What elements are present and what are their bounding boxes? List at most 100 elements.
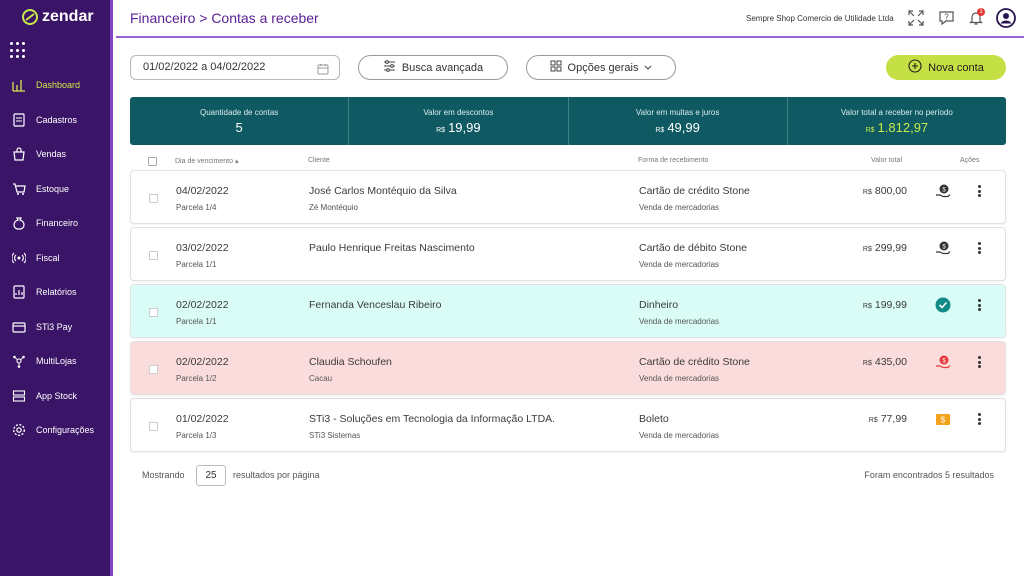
currency-symbol: R$ (862, 360, 872, 367)
amount: R$ 77,99 (869, 413, 907, 425)
payment-type: Venda de mercadorias (639, 374, 720, 383)
user-avatar-icon[interactable] (996, 8, 1016, 28)
app-stock-icon (10, 389, 28, 403)
header-due-date[interactable]: Dia de vencimento ▴ (175, 157, 238, 165)
select-all-checkbox[interactable] (148, 157, 157, 166)
sidebar-item-label: Financeiro (36, 218, 79, 229)
installment: Parcela 1/2 (176, 374, 217, 383)
gear-icon (10, 423, 28, 437)
sidebar-item-label: Cadastros (36, 114, 78, 125)
sidebar-item-label: Relatórios (36, 287, 77, 298)
installment: Parcela 1/3 (176, 431, 217, 440)
installment: Parcela 1/1 (176, 317, 217, 326)
table-row[interactable]: 02/02/2022 Parcela 1/2 Claudia Schoufen … (130, 341, 1006, 395)
row-checkbox[interactable] (149, 251, 158, 260)
company-name[interactable]: Sempre Shop Comercio de Utilidade Ltda (746, 14, 894, 23)
payment-type: Venda de mercadorias (639, 203, 720, 212)
reports-icon (10, 285, 28, 299)
sidebar-item-sti3-pay[interactable]: STi3 Pay (0, 310, 110, 345)
coin-hand-icon[interactable]: $ (935, 183, 951, 199)
amount: R$ 435,00 (863, 356, 907, 368)
installment: Parcela 1/1 (176, 260, 217, 269)
coin-hand-icon[interactable]: $ (935, 240, 951, 256)
sidebar-item-label: STi3 Pay (36, 321, 73, 332)
sidebar-item-label: MultiLojas (36, 356, 77, 367)
more-options-icon[interactable] (974, 297, 984, 313)
sidebar-item-multilojas[interactable]: MultiLojas (0, 344, 110, 379)
header-total: Valor total (871, 157, 902, 164)
currency-symbol: R$ (862, 303, 872, 310)
sidebar-item-relatorios[interactable]: Relatórios (0, 275, 110, 310)
sidebar-item-configuracoes[interactable]: Configurações (0, 413, 110, 448)
svg-text:$: $ (942, 244, 946, 250)
help-icon[interactable]: ? (936, 8, 956, 28)
sidebar-nav: Dashboard Cadastros Vendas Estoque Finan… (0, 68, 110, 448)
general-options-button[interactable]: Opções gerais (526, 55, 676, 80)
apps-grid-icon[interactable] (10, 42, 28, 60)
more-options-icon[interactable] (974, 411, 984, 427)
table-row[interactable]: 04/02/2022 Parcela 1/4 José Carlos Monté… (130, 170, 1006, 224)
payment-type: Venda de mercadorias (639, 317, 720, 326)
sidebar-item-vendas[interactable]: Vendas (0, 137, 110, 172)
pay-card-icon (10, 320, 28, 334)
money-bag-icon (10, 216, 28, 230)
sidebar-item-dashboard[interactable]: Dashboard (0, 68, 110, 103)
table-row[interactable]: 03/02/2022 Parcela 1/1 Paulo Henrique Fr… (130, 227, 1006, 281)
zendar-logo[interactable]: zendar (22, 8, 94, 26)
sidebar-item-financeiro[interactable]: Financeiro (0, 206, 110, 241)
more-options-icon[interactable] (974, 183, 984, 199)
pagination-footer: Mostrando 25 resultados por página Foram… (130, 465, 1006, 487)
installment: Parcela 1/4 (176, 203, 217, 212)
sidebar: zendar Dashboard Cadastros Vendas Estoqu… (0, 0, 113, 576)
advanced-search-button[interactable]: Busca avançada (358, 55, 508, 80)
due-date: 02/02/2022 (176, 299, 229, 311)
zendar-logo-icon (22, 9, 38, 25)
currency-symbol: R$ (865, 126, 875, 134)
amount-value: 199,99 (874, 299, 907, 311)
sidebar-item-label: App Stock (36, 390, 78, 401)
check-circle-icon[interactable] (935, 297, 951, 313)
table-row[interactable]: 01/02/2022 Parcela 1/3 STi3 - Soluções e… (130, 398, 1006, 452)
summary-label: Valor em descontos (423, 107, 494, 117)
more-options-icon[interactable] (974, 354, 984, 370)
accounts-table: 04/02/2022 Parcela 1/4 José Carlos Monté… (130, 170, 1006, 455)
date-range-input[interactable]: 01/02/2022 a 04/02/2022 (130, 55, 340, 80)
due-date: 02/02/2022 (176, 356, 229, 368)
table-row[interactable]: 02/02/2022 Parcela 1/1 Fernanda Vencesla… (130, 284, 1006, 338)
summary-value-wrapper: R$ 49,99 (655, 120, 700, 135)
new-account-button[interactable]: Nova conta (886, 55, 1006, 80)
notification-bell-icon[interactable]: 1 (966, 8, 986, 28)
header-payment: Forma de recebimento (638, 157, 709, 164)
row-checkbox[interactable] (149, 422, 158, 431)
amount-value: 435,00 (874, 356, 907, 368)
summary-value-wrapper: R$ 1.812,97 (866, 120, 929, 135)
row-checkbox[interactable] (149, 365, 158, 374)
row-checkbox[interactable] (149, 194, 158, 203)
more-options-icon[interactable] (974, 240, 984, 256)
due-date: 01/02/2022 (176, 413, 229, 425)
payment-method: Cartão de débito Stone (639, 242, 747, 254)
fullscreen-icon[interactable] (906, 8, 926, 28)
svg-text:$: $ (942, 358, 946, 364)
per-page-suffix: resultados por página (233, 470, 320, 480)
payment-type: Venda de mercadorias (639, 260, 720, 269)
sidebar-item-app-stock[interactable]: App Stock (0, 379, 110, 414)
stock-cart-icon (10, 182, 28, 196)
notification-badge: 1 (977, 8, 985, 16)
client-alias: Cacau (309, 374, 333, 383)
register-icon (10, 113, 28, 127)
header-actions: Ações (960, 157, 980, 164)
client-alias: STi3 Sistemas (309, 431, 361, 440)
boleto-ticket-icon[interactable]: $ (935, 411, 951, 427)
plus-circle-icon (908, 59, 922, 76)
header-due-date-label: Dia de vencimento (175, 158, 233, 165)
sidebar-item-cadastros[interactable]: Cadastros (0, 103, 110, 138)
summary-label: Quantidade de contas (199, 107, 279, 117)
sidebar-item-fiscal[interactable]: Fiscal (0, 241, 110, 276)
per-page-select[interactable]: 25 (196, 465, 226, 486)
breadcrumb: Financeiro > Contas a receber (130, 10, 319, 26)
row-checkbox[interactable] (149, 308, 158, 317)
coin-hand-red-icon[interactable]: $ (935, 354, 951, 370)
calendar-icon[interactable] (317, 61, 329, 84)
sidebar-item-estoque[interactable]: Estoque (0, 172, 110, 207)
